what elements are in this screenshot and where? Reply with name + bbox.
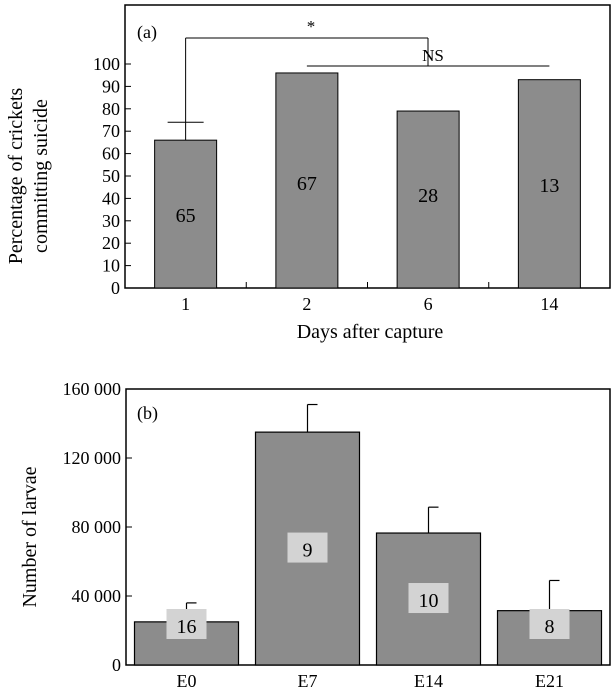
- panel-b-sample-size-box: [287, 532, 328, 563]
- panel-a-x-tick-label: 6: [424, 294, 433, 314]
- panel-b-sample-size-box: [408, 583, 449, 614]
- panel-b-bar-sample-size: 16: [177, 616, 197, 638]
- panel-a-bar-sample-size: 13: [539, 175, 559, 197]
- panel-a-y-tick-label: 50: [102, 166, 120, 186]
- panel-a-y-axis-title-line: Percentage of crickets: [5, 88, 27, 265]
- panel-b-y-tick-label: 0: [112, 655, 121, 675]
- panel-a-y-axis-title-line: committing suicide: [30, 99, 52, 253]
- panel-a-y-tick-label: 100: [93, 54, 120, 74]
- panel-a-bars: 65 1 67 2 28 6 13 14: [154, 72, 581, 314]
- panel-a-x-tick-label: 1: [181, 294, 190, 314]
- panel-a-y-tick-label: 30: [102, 211, 120, 231]
- panel-b-x-tick-label: E14: [414, 671, 443, 691]
- panel-b-x-tick-label: E0: [177, 671, 197, 691]
- panel-a-x-tick-label: 14: [540, 294, 558, 314]
- significance-star-label: *: [307, 17, 316, 36]
- panel-a-y-tick-label: 40: [102, 188, 120, 208]
- panel-a-bar: [154, 139, 218, 289]
- panel-a-label: (a): [137, 22, 157, 43]
- panel-b-chart: (b) Number of larvae 0 40 000 80 000 120 00…: [19, 379, 611, 691]
- panel-a-x-tick-label: 2: [302, 294, 311, 314]
- panel-a-chart: (a) Percentage of crickets committing sui…: [5, 4, 611, 343]
- panel-b-bar-sample-size: 10: [419, 590, 439, 612]
- panel-a-y-tick-label: 60: [102, 144, 120, 164]
- panel-b-x-tick-label: E21: [535, 671, 564, 691]
- panel-a-y-tick-label: 0: [111, 278, 120, 298]
- panel-b-bar-sample-size: 9: [303, 540, 313, 562]
- panel-a-bar-sample-size: 67: [297, 173, 317, 195]
- panel-b-bar-sample-size: 8: [545, 616, 555, 638]
- panel-b-x-tick-label: E7: [298, 671, 318, 691]
- significance-ns-label: NS: [422, 46, 444, 65]
- panel-b-label: (b): [137, 403, 158, 424]
- panel-a-bar-sample-size: 28: [418, 185, 438, 207]
- panel-a-y-axis-title: Percentage of crickets committing suicide: [5, 88, 52, 265]
- panel-a-bar: [517, 79, 581, 289]
- panel-b-ticks: 0 40 000 80 000 120 000 160 000: [63, 379, 132, 675]
- panel-a-y-tick-label: 20: [102, 233, 120, 253]
- panel-b-sample-size-box: [166, 609, 207, 639]
- panel-a-significance: * NS: [185, 17, 550, 123]
- panel-a-y-tick-label: 90: [102, 76, 120, 96]
- panel-a-bar: [275, 72, 339, 289]
- panel-a-bar: [396, 110, 460, 289]
- panel-b-bars: 16 E0 9 E7 10 E14 8 E21: [133, 403, 603, 691]
- panel-b-sample-size-box: [529, 609, 570, 639]
- panel-a-y-tick-label: 70: [102, 121, 120, 141]
- panel-b-y-tick-label: 80 000: [72, 517, 122, 537]
- panel-a-x-axis-title: Days after capture: [297, 321, 444, 343]
- panel-a-y-tick-label: 10: [102, 256, 120, 276]
- panel-a-y-tick-label: 80: [102, 99, 120, 119]
- panel-b-y-tick-label: 120 000: [63, 448, 122, 468]
- panel-b-y-axis-title-line: Number of larvae: [19, 466, 41, 607]
- panel-b-y-tick-label: 40 000: [72, 586, 122, 606]
- panel-b-y-tick-label: 160 000: [63, 379, 122, 399]
- panel-b-y-axis-title: Number of larvae: [19, 466, 41, 607]
- panel-a-bar-sample-size: 65: [176, 205, 196, 227]
